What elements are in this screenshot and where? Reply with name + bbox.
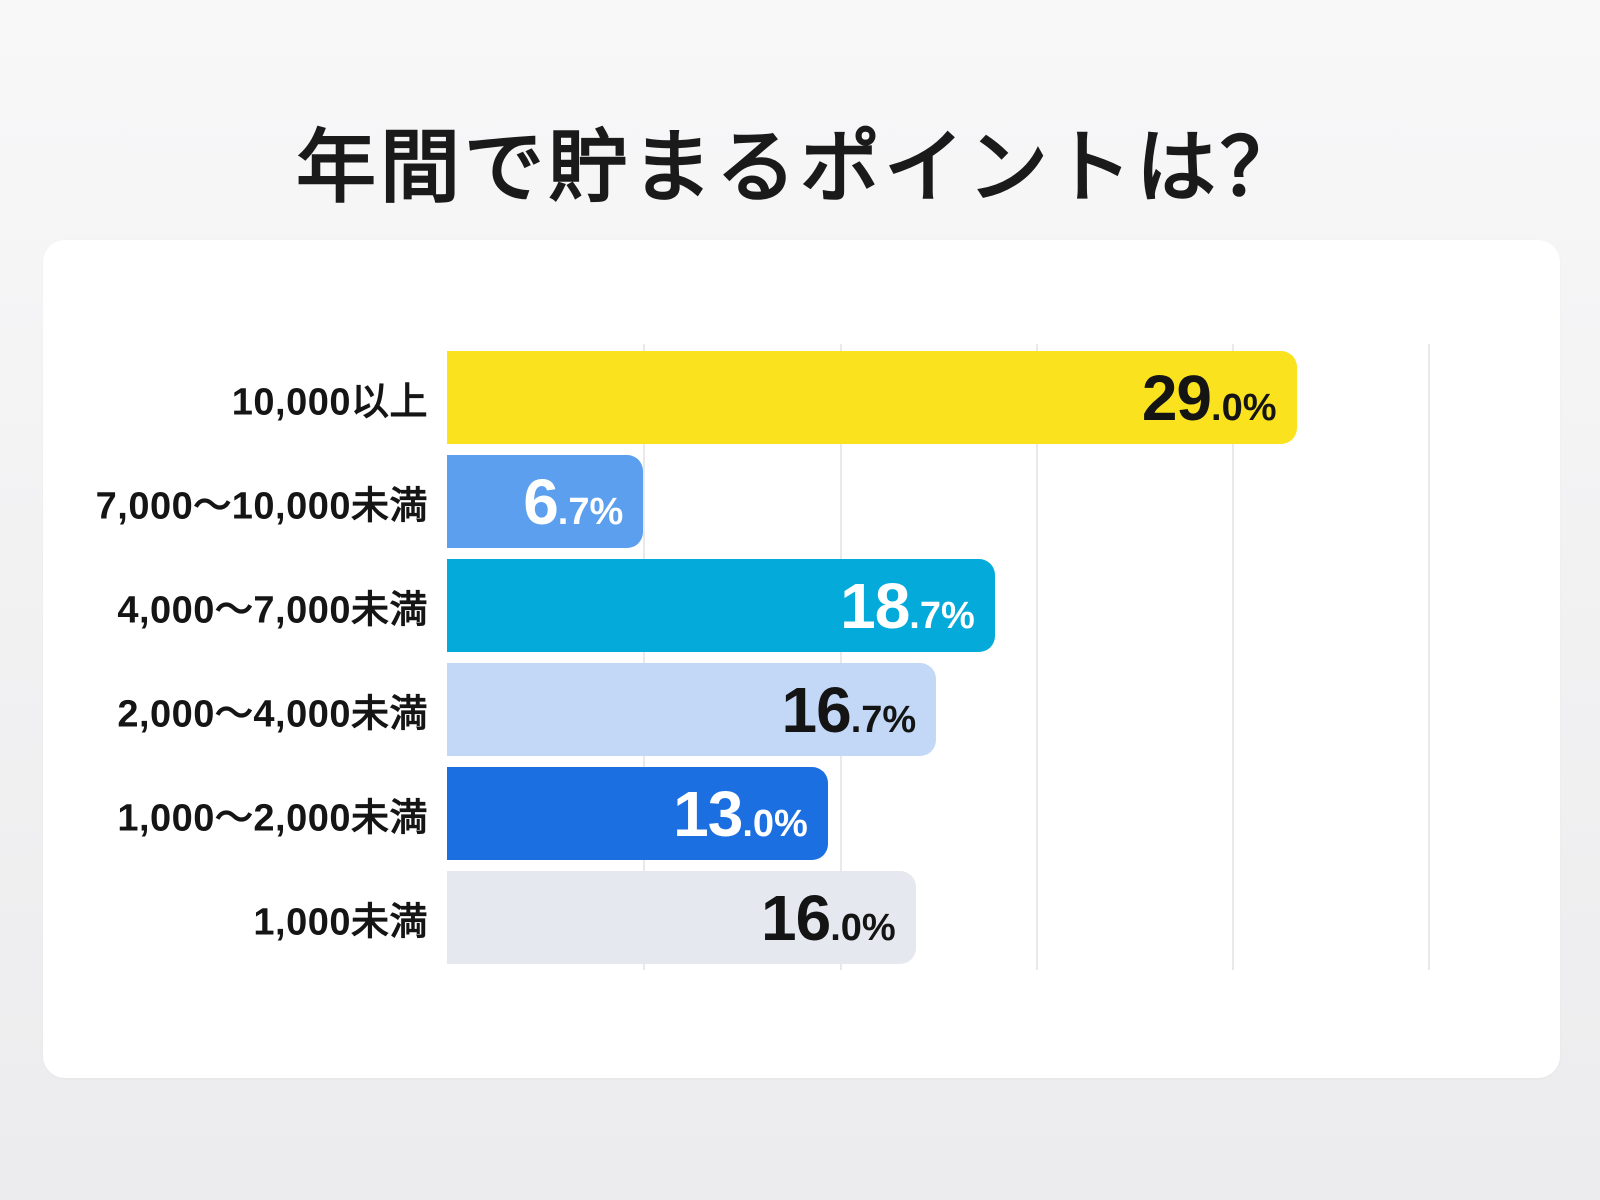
- bar-row-10000-plus: 10,000以上 29.0%: [232, 351, 1525, 444]
- value-label: 29.0%: [1141, 361, 1277, 434]
- bar-4000-7000: 18.7%: [447, 559, 995, 652]
- bar-row-1000-2000: 1,000〜2,000未満 13.0%: [117, 767, 1525, 860]
- gridline: [1035, 344, 1038, 970]
- value-label: 6.7%: [523, 465, 624, 538]
- value-label: 13.0%: [673, 777, 808, 850]
- category-label: 7,000〜10,000未満: [95, 485, 428, 527]
- category-label: 4,000〜7,000未満: [117, 589, 428, 631]
- bar-row-under-1000: 1,000未満 16.0%: [253, 871, 1525, 964]
- category-label: 1,000未満: [253, 901, 428, 943]
- bar-2000-4000: 16.7%: [447, 663, 937, 756]
- gridline: [643, 344, 646, 970]
- bar-row-2000-4000: 2,000〜4,000未満 16.7%: [117, 663, 1525, 756]
- bar-10000-plus: 29.0%: [447, 351, 1297, 444]
- gridlines-layer: [447, 344, 1525, 970]
- category-label: 10,000以上: [231, 381, 428, 423]
- value-label: 16.0%: [761, 881, 896, 954]
- gridline: [1428, 344, 1431, 970]
- category-label: 1,000〜2,000未満: [117, 797, 428, 839]
- chart-card: 10,000以上 29.0% 7,000〜10,000未満 6.7% 4,000…: [43, 240, 1560, 1078]
- gridline: [1232, 344, 1235, 970]
- bar-row-7000-10000: 7,000〜10,000未満 6.7%: [96, 455, 1525, 548]
- chart-title: 年間で貯まるポイントは？: [296, 122, 1304, 212]
- bar-row-4000-7000: 4,000〜7,000未満 18.7%: [117, 559, 1525, 652]
- bar-under-1000: 16.0%: [447, 871, 916, 964]
- value-label: 16.7%: [781, 673, 917, 746]
- bar-1000-2000: 13.0%: [447, 767, 828, 860]
- plot-area: 10,000以上 29.0% 7,000〜10,000未満 6.7% 4,000…: [96, 344, 1525, 970]
- value-label: 18.7%: [840, 569, 975, 642]
- bar-7000-10000: 6.7%: [447, 455, 644, 548]
- category-label: 2,000〜4,000未満: [117, 693, 428, 735]
- gridline: [839, 344, 842, 970]
